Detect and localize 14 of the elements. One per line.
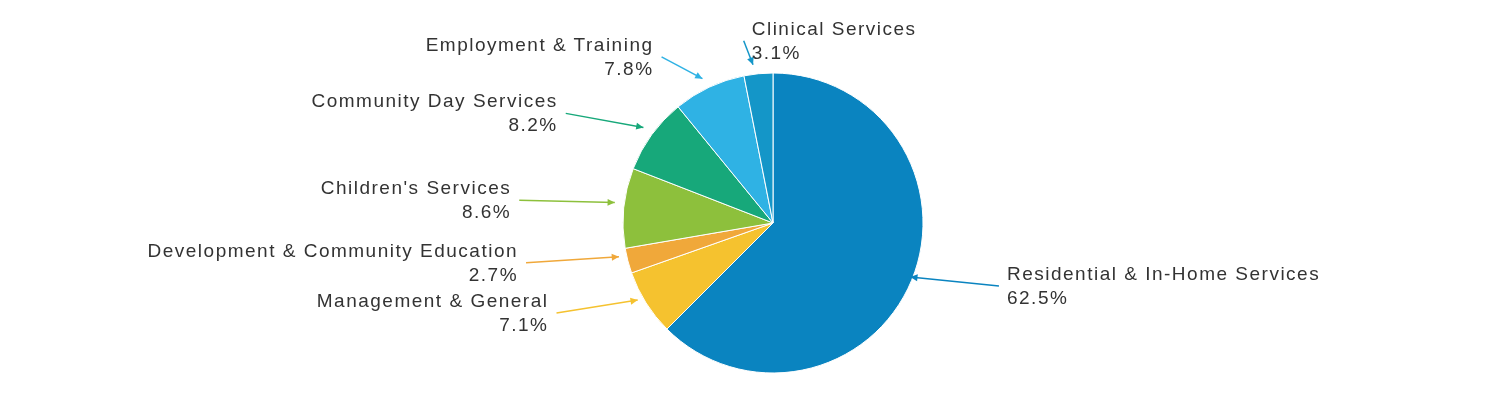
- slice-label: Employment & Training: [425, 33, 654, 55]
- data-label: 8.2%: [508, 114, 558, 136]
- slice-label: Residential & In-Home Services: [1006, 263, 1321, 285]
- data-label: 3.1%: [751, 41, 801, 63]
- slice-label: Development & Community Education: [147, 239, 519, 261]
- data-label: 8.6%: [461, 201, 512, 223]
- slice-label: Management & General: [316, 289, 549, 311]
- data-label: 2.7%: [468, 263, 519, 285]
- slice-label: Children's Services: [320, 177, 512, 199]
- slice-label: Community Day Services: [311, 90, 558, 112]
- slice-label: Clinical Services: [751, 17, 917, 39]
- data-label: 7.8%: [604, 57, 654, 79]
- data-label: 62.5%: [1006, 287, 1069, 309]
- data-label: 7.1%: [499, 313, 549, 335]
